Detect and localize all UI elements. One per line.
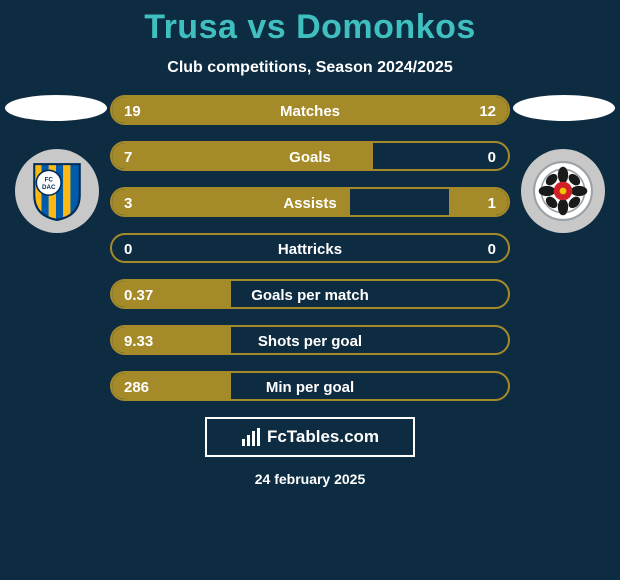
stat-row: 0.37Goals per match xyxy=(110,279,510,309)
dac-crest-icon: FC DAC xyxy=(26,160,88,222)
stat-label: Goals xyxy=(112,143,508,171)
stat-label: Shots per goal xyxy=(112,327,508,355)
subtitle: Club competitions, Season 2024/2025 xyxy=(0,59,620,77)
ruzomberok-crest-icon xyxy=(532,160,594,222)
stat-row: 7Goals0 xyxy=(110,141,510,171)
stat-label: Goals per match xyxy=(112,281,508,309)
stat-row: 9.33Shots per goal xyxy=(110,325,510,355)
brand-label: FcTables.com xyxy=(267,427,379,447)
date-label: 24 february 2025 xyxy=(0,471,620,487)
chart-icon xyxy=(241,427,261,447)
stat-value-right: 0 xyxy=(476,235,508,263)
stats-bars: 19Matches127Goals03Assists10Hattricks00.… xyxy=(110,95,510,401)
stat-label: Min per goal xyxy=(112,373,508,401)
stat-value-right: 12 xyxy=(467,97,508,125)
player-shadow-right xyxy=(513,95,615,121)
club-crest-left: FC DAC xyxy=(15,149,99,233)
player-shadow-left xyxy=(5,95,107,121)
stat-label: Matches xyxy=(112,97,508,125)
stat-row: 0Hattricks0 xyxy=(110,233,510,263)
stat-value-right: 0 xyxy=(476,143,508,171)
stat-row: 19Matches12 xyxy=(110,95,510,125)
page-title: Trusa vs Domonkos xyxy=(0,0,620,47)
content-area: FC DAC 1 xyxy=(0,95,620,401)
svg-text:FC: FC xyxy=(45,177,54,184)
stat-label: Hattricks xyxy=(112,235,508,263)
stat-row: 286Min per goal xyxy=(110,371,510,401)
svg-text:DAC: DAC xyxy=(42,184,56,191)
stat-row: 3Assists1 xyxy=(110,187,510,217)
comparison-card: Trusa vs Domonkos Club competitions, Sea… xyxy=(0,0,620,580)
stat-value-right: 1 xyxy=(476,189,508,217)
brand-box: FcTables.com xyxy=(205,417,415,457)
stat-label: Assists xyxy=(112,189,508,217)
club-crest-right xyxy=(521,149,605,233)
